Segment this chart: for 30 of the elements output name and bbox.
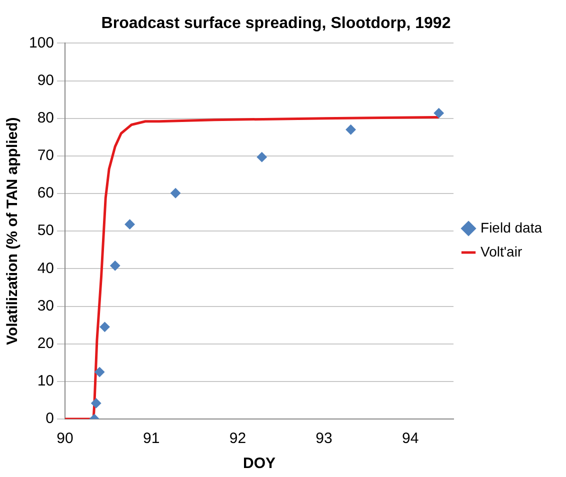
chart-title: Broadcast surface spreading, Slootdorp, 1992 [101,15,451,32]
x-tick-label: 91 [143,430,160,448]
point [434,108,444,118]
y-tick-label: 80 [37,110,54,126]
y-tick-label: 40 [37,260,54,277]
legend-label: Volt'air [480,243,522,260]
x-tick-label: 90 [56,430,74,448]
point [110,260,120,271]
y-tick-label: 0 [46,410,54,428]
y-tick-label: 100 [28,34,54,52]
point [346,124,356,135]
y-tick-label: 70 [37,147,54,164]
point [100,322,110,332]
y-tick-label: 10 [37,372,54,390]
y-tick-label: 20 [37,334,54,352]
y-tick-label: 60 [37,184,54,202]
y-tick-label: 50 [37,222,54,240]
point [91,398,102,408]
point [94,367,105,378]
x-axis-title: DOY [243,455,276,472]
y-tick-label: 30 [37,297,54,314]
x-tick-label: 93 [316,430,332,448]
point [124,219,135,230]
x-tick-label: 92 [229,430,246,448]
x-tick-label: 94 [402,430,419,448]
y-tick-label: 90 [37,72,54,89]
point [170,188,181,198]
point [256,152,267,162]
legend-label: Field data [480,219,542,236]
y-axis-title: Volatilization (% of TAN applied) [4,117,22,345]
